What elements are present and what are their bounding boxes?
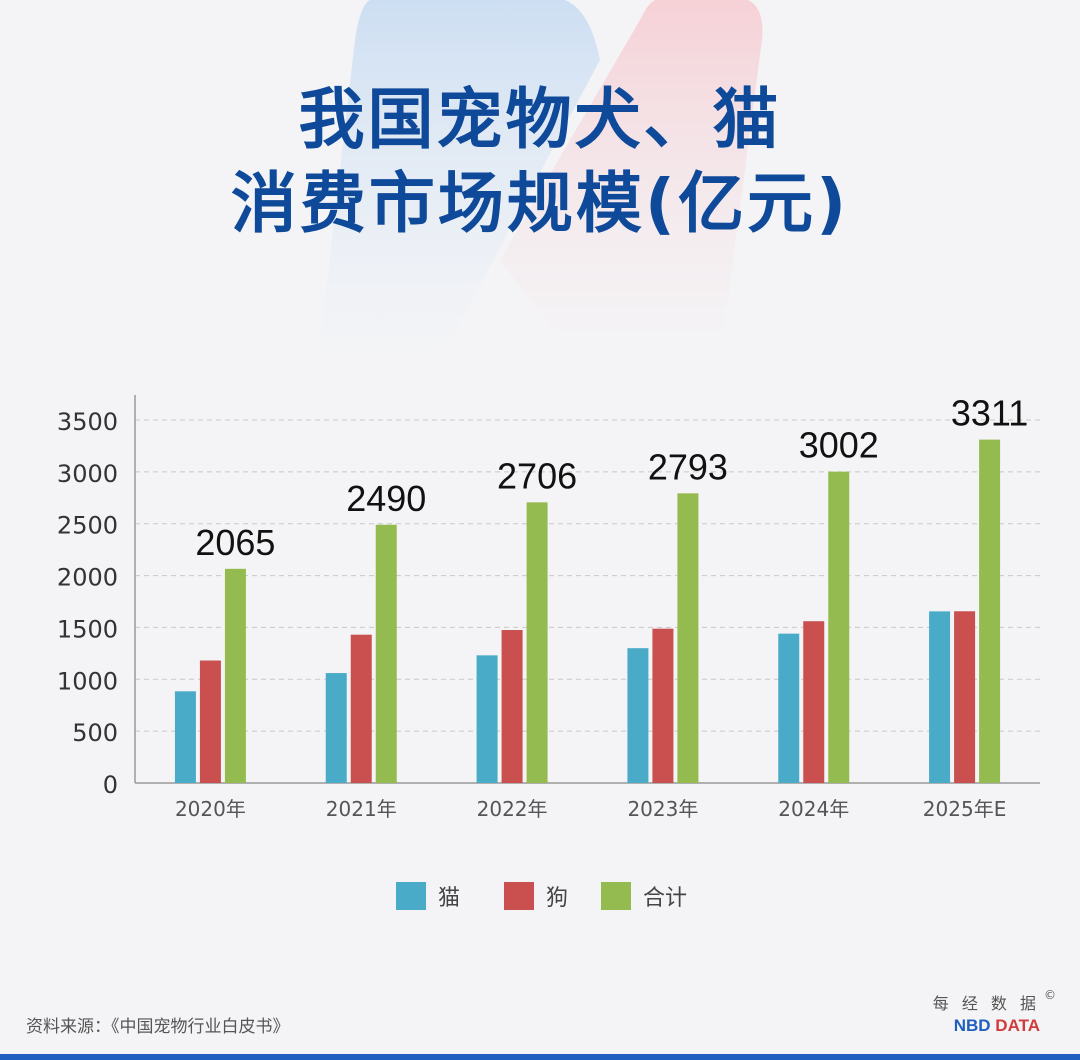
legend-item-cat: 猫	[396, 878, 460, 914]
y-tick-label: 1500	[57, 615, 118, 643]
title-line-2: 消费市场规模(亿元)	[230, 165, 850, 242]
y-tick-label: 3500	[57, 408, 118, 436]
chart-title: 我国宠物犬、猫 消费市场规模(亿元)	[0, 78, 1080, 246]
x-tick-label: 2025年E	[923, 797, 1007, 821]
bar	[224, 568, 246, 783]
x-tick-label: 2021年	[326, 797, 397, 821]
data-label: 3311	[951, 393, 1028, 434]
y-tick-label: 1000	[57, 667, 118, 695]
bar	[627, 648, 649, 783]
bar	[652, 628, 674, 783]
bar	[778, 633, 800, 783]
legend-item-dog: 狗	[504, 878, 568, 914]
bar	[350, 634, 372, 783]
y-tick-label: 2000	[57, 564, 118, 592]
bar	[174, 691, 196, 783]
bar	[677, 493, 699, 783]
y-tick-label: 2500	[57, 512, 118, 540]
y-tick-label: 3000	[57, 460, 118, 488]
brand-data: DATA	[995, 1016, 1040, 1035]
data-label: 2490	[346, 478, 426, 519]
copyright-icon: ©	[1044, 988, 1056, 1002]
bar	[501, 630, 523, 783]
bar	[526, 502, 548, 783]
y-tick-label: 0	[103, 771, 118, 799]
bar	[476, 655, 498, 783]
legend-swatch-total	[601, 882, 631, 910]
legend-swatch-cat	[396, 882, 426, 910]
data-label: 2065	[195, 522, 275, 563]
bar	[375, 524, 397, 783]
bar	[828, 471, 850, 783]
bottom-bar	[0, 1054, 1080, 1060]
bar	[199, 660, 221, 783]
chart-legend: 猫 狗 合计	[0, 878, 1080, 914]
legend-label-cat: 猫	[438, 886, 461, 911]
bar	[803, 621, 825, 783]
x-tick-label: 2020年	[175, 797, 246, 821]
background-decoration	[318, 0, 763, 360]
bar	[954, 611, 976, 783]
brand-name-cn: 每 经 数 据	[932, 994, 1040, 1013]
bar	[325, 673, 347, 783]
x-tick-label: 2023年	[627, 797, 698, 821]
data-label: 2706	[497, 455, 577, 496]
brand-nbd: NBD	[953, 1016, 991, 1035]
bar	[929, 611, 951, 783]
source-note: 资料来源：《中国宠物行业白皮书》	[26, 1017, 290, 1037]
legend-label-total: 合计	[643, 886, 688, 911]
data-label: 3002	[799, 425, 879, 466]
bar	[979, 439, 1001, 783]
legend-item-total: 合计	[601, 878, 687, 914]
legend-swatch-dog	[504, 882, 534, 910]
legend-label-dog: 狗	[546, 886, 569, 911]
x-tick-label: 2024年	[778, 797, 849, 821]
x-tick-label: 2022年	[477, 797, 548, 821]
data-label: 2793	[648, 446, 728, 487]
y-tick-label: 500	[72, 719, 118, 747]
bar-chart: 0 500 1000 1500 2000 2500 3000 3500 2020年 2065 202…	[57, 393, 1040, 821]
title-line-1: 我国宠物犬、猫	[298, 81, 782, 158]
brand-logo: 每 经 数 据 NBD DATA ©	[900, 988, 1056, 1036]
brand-name-en: NBD DATA	[900, 1016, 1040, 1036]
